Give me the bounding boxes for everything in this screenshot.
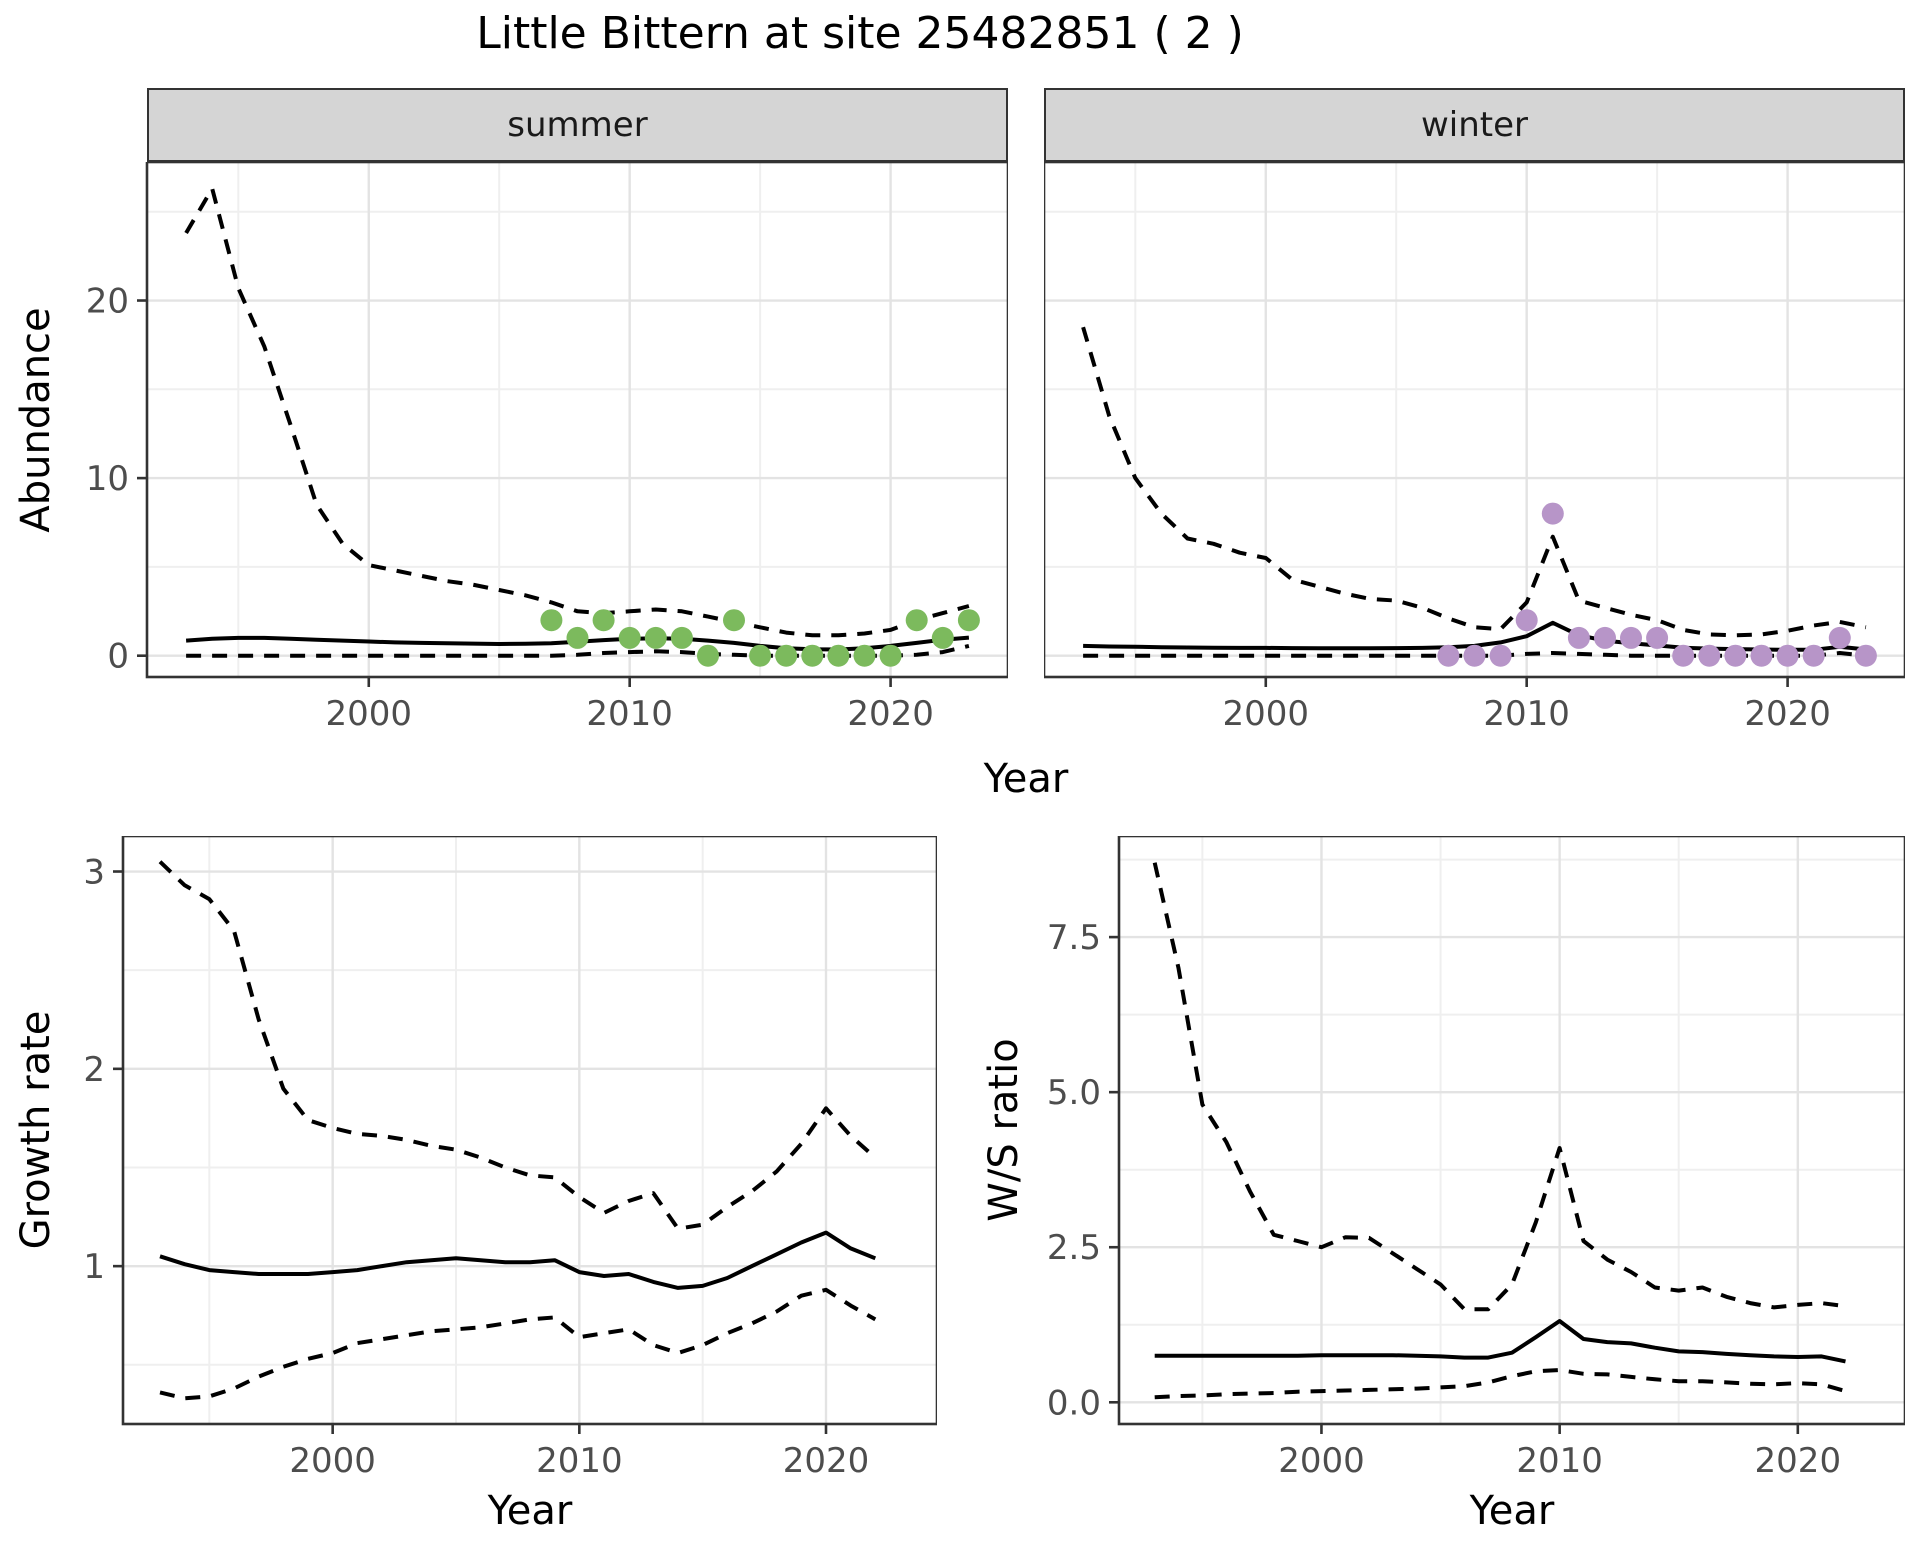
ws-ratio-plot: 2000 2010 2020 0.0 2.5 5.0 7.5: [1047, 834, 1907, 1481]
abundance-summer-chart: 2000 2010 2020 0 10 20: [67, 160, 1010, 739]
y-tick-label: 1: [83, 1247, 105, 1287]
facet-strip-summer-label: summer: [507, 105, 648, 145]
y-tick-label: 0.0: [1047, 1383, 1101, 1423]
abundance-winter-observation-point: [1750, 644, 1773, 667]
abundance-winter-plot: 2000 2010 2020: [1042, 160, 1907, 734]
x-axis-title-year-ws: Year: [1469, 1488, 1555, 1534]
y-axis-title-abundance: Abundance: [13, 307, 59, 533]
abundance-winter-observation-point: [1698, 644, 1721, 667]
panel-background: [1119, 836, 1905, 1424]
facet-strip-winter: winter: [1044, 88, 1905, 162]
abundance-winter-observation-point: [1463, 644, 1486, 667]
abundance-summer-observation-point: [592, 609, 615, 632]
facet-strip-summer: summer: [147, 88, 1008, 162]
abundance-summer-observation-point: [957, 609, 980, 632]
x-axis-title-year-growth: Year: [487, 1488, 573, 1534]
ws-ratio-median-line: [1154, 1319, 1846, 1364]
abundance-winter-observation-point: [1646, 626, 1669, 649]
x-tick-label: 2020: [1755, 1441, 1842, 1481]
abundance-summer-plot: 2000 2010 2020 0 10 20: [86, 160, 1010, 734]
abundance-summer-observation-point: [931, 626, 954, 649]
y-tick-label: 7.5: [1047, 918, 1101, 958]
abundance-summer-observation-point: [775, 644, 798, 667]
abundance-winter-ci-dashed-line: [1081, 326, 1867, 638]
facet-strip-winter-label: winter: [1420, 105, 1529, 145]
abundance-winter-observation-point: [1567, 626, 1590, 649]
x-tick-label: 2000: [1278, 1441, 1365, 1481]
growth-rate-median-line: [159, 1230, 877, 1290]
x-tick-label: 2010: [1483, 694, 1570, 734]
abundance-winter-observation-point: [1828, 626, 1851, 649]
growth-rate-plot: 2000 2010 2020 1 2 3: [83, 834, 939, 1481]
x-tick-label: 2020: [1744, 694, 1831, 734]
ws-ratio-chart: 2000 2010 2020 0.0 2.5 5.0 7.5: [1039, 834, 1907, 1486]
x-tick-label: 2020: [783, 1441, 870, 1481]
panel-background: [1044, 162, 1905, 677]
abundance-summer-observation-point: [540, 609, 563, 632]
y-tick-label: 2: [83, 1050, 105, 1090]
abundance-summer-observation-point: [618, 626, 641, 649]
abundance-summer-observation-point: [723, 609, 745, 632]
x-tick-label: 2000: [326, 694, 413, 734]
abundance-summer-observation-point: [827, 644, 850, 667]
y-axis-title-ws-ratio: W/S ratio: [981, 1038, 1027, 1222]
ws-ratio-ci-dashed-line: [1154, 1368, 1847, 1400]
y-tick-label: 2.5: [1047, 1228, 1101, 1268]
abundance-summer-observation-point: [566, 626, 589, 649]
growth-rate-ci-dashed-line: [159, 1287, 877, 1401]
abundance-summer-observation-point: [853, 644, 876, 667]
page-title: Little Bittern at site 25482851 ( 2 ): [476, 8, 1244, 59]
x-tick-label: 2010: [536, 1441, 623, 1481]
x-tick-label: 2010: [586, 694, 673, 734]
abundance-summer-observation-point: [749, 644, 772, 667]
abundance-winter-observation-point: [1541, 502, 1564, 525]
abundance-winter-observation-point: [1515, 609, 1538, 632]
abundance-winter-observation-point: [1489, 644, 1512, 667]
x-tick-label: 2000: [289, 1441, 376, 1481]
x-tick-label: 2000: [1223, 694, 1310, 734]
abundance-summer-observation-point: [644, 626, 667, 649]
abundance-summer-observation-point: [879, 644, 902, 667]
abundance-summer-observation-point: [801, 644, 824, 667]
growth-rate-ci-dashed-line: [158, 860, 877, 1231]
x-axis-title-year-top: Year: [983, 756, 1069, 802]
abundance-winter-observation-point: [1437, 644, 1460, 667]
y-tick-label: 10: [86, 459, 129, 499]
y-tick-label: 3: [83, 853, 105, 893]
abundance-winter-observation-point: [1672, 644, 1695, 667]
panel-background: [147, 162, 1008, 677]
abundance-summer-observation-point: [905, 609, 928, 632]
abundance-winter-observation-point: [1776, 644, 1799, 667]
y-tick-label: 5.0: [1047, 1073, 1101, 1113]
growth-rate-chart: 2000 2010 2020 1 2 3: [43, 834, 939, 1486]
abundance-winter-observation-point: [1802, 644, 1825, 667]
x-tick-label: 2010: [1516, 1441, 1603, 1481]
abundance-summer-observation-point: [670, 626, 693, 649]
abundance-summer-ci-dashed-line: [184, 186, 970, 638]
abundance-summer-observation-point: [697, 644, 719, 667]
x-tick-label: 2020: [847, 694, 934, 734]
y-tick-label: 20: [86, 282, 129, 322]
abundance-winter-chart: 2000 2010 2020: [1042, 160, 1907, 739]
abundance-winter-observation-point: [1724, 644, 1747, 667]
abundance-winter-observation-point: [1620, 626, 1642, 649]
panel-background: [123, 836, 937, 1424]
y-tick-label: 0: [107, 637, 129, 677]
ws-ratio-ci-dashed-line: [1152, 862, 1846, 1312]
abundance-winter-observation-point: [1854, 644, 1877, 667]
abundance-winter-observation-point: [1594, 626, 1616, 649]
